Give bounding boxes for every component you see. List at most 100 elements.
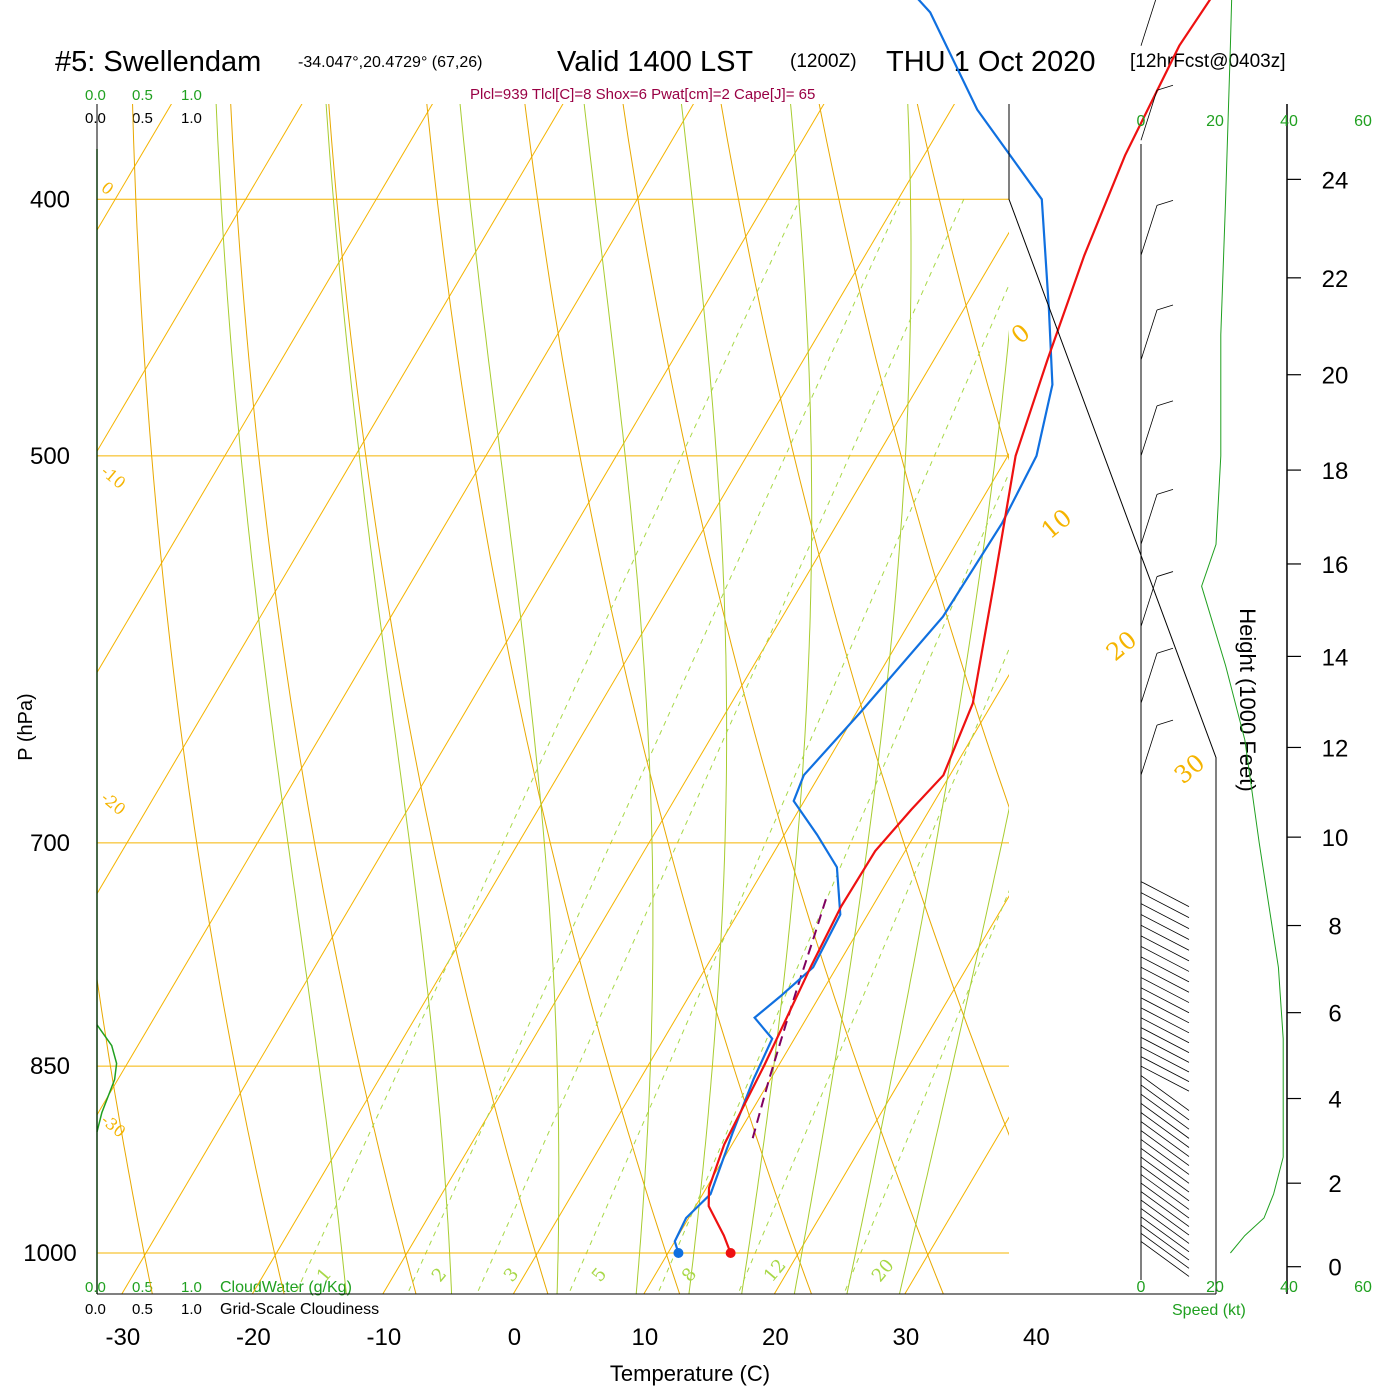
wind-barb [1140,205,1158,256]
dry-adiabat-line [1365,0,1400,1309]
mixing-ratio-label: 2 [428,1264,451,1286]
dry-adiabat-label: 30 [1169,749,1210,790]
temperature-tick-label: -20 [236,1324,271,1351]
moist-adiabat-line [793,104,912,1294]
wind-barb [1140,1199,1190,1236]
station-title: #5: Swellendam [55,46,261,78]
mixing-ratio-line [843,889,1009,1294]
wind-barb [1140,405,1158,457]
wind-barb-flag [1156,647,1174,654]
cloudwater-tick-top: 0.0 [85,87,106,104]
wind-barb-flag [1156,571,1174,577]
wind-barb-flag [1156,400,1174,407]
speed-tick-top: 60 [1354,113,1372,130]
dry-adiabat-line [720,104,1009,1136]
dry-adiabat-label: -20 [97,788,129,819]
dry-adiabat-label: 0 [97,178,117,199]
wind-barb [1140,0,1157,46]
height-tick-label: 16 [1322,552,1349,579]
wind-speed-profile [1201,0,1284,1254]
dry-adiabat-line [0,0,23,1309]
dry-adiabat-label: -10 [97,462,129,493]
wind-barb-flag [1156,719,1174,726]
wind-barb [1140,1130,1190,1166]
wind-barb [1140,1182,1190,1219]
pressure-tick-label: 850 [30,1053,70,1080]
wind-barb [1140,1139,1190,1175]
speed-tick-bottom: 20 [1206,1279,1224,1296]
cloudiness-tick-bottom: 1.0 [181,1301,202,1318]
wind-barb [1140,1216,1190,1253]
wind-barb [1140,966,1190,993]
right-boundary [1008,104,1217,1294]
wind-barb-flag [1156,199,1174,206]
speed-tick-bottom: 40 [1280,1279,1298,1296]
moist-adiabat-line [583,104,654,1294]
height-tick-label: 2 [1328,1171,1341,1198]
background-grid [0,0,1400,1309]
wind-barb [1140,90,1158,141]
isotherm-line [1157,0,1400,1309]
height-tick-label: 12 [1322,735,1349,762]
chart-axes: 2503004005007008501000-30-20-10010203040… [23,104,1349,1351]
wind-barb [1140,924,1190,951]
wind-barb [1140,1208,1190,1244]
moist-adiabat-line [680,104,728,1294]
isotherm-line [382,231,1009,1294]
cloudiness-tick-bottom: 0.0 [85,1301,106,1318]
wind-barb [1140,494,1158,545]
cloudiness-tick-bottom: 0.5 [132,1301,153,1318]
speed-tick-bottom: 60 [1354,1279,1372,1296]
wind-barb [1140,1027,1190,1053]
wind-barb [1140,987,1190,1014]
wind-barb [1140,1191,1190,1227]
dry-adiabat-line [916,104,1009,461]
wind-barb [1140,309,1158,361]
isotherm-line [251,104,955,1294]
cloudiness-tick-top: 1.0 [181,110,202,127]
wind-barb [1140,1046,1190,1073]
mixing-ratio-label: 20 [868,1255,899,1286]
moist-adiabat-line [898,807,1009,1294]
valid-time: Valid 1400 LST [557,46,753,78]
height-tick-label: 24 [1322,167,1349,194]
cloudwater-axis-label: CloudWater (g/Kg) [220,1279,352,1296]
wind-barb [1140,1007,1190,1034]
speed-tick-top: 20 [1206,113,1224,130]
dry-adiabat-line [230,104,417,1294]
wind-barb [1140,903,1190,929]
temperature-profile [707,0,1212,1254]
isotherm-line [97,104,564,895]
wind-barb [1140,653,1158,704]
pressure-tick-label: 500 [30,443,70,470]
mixing-ratio-line [657,471,1009,1294]
dry-adiabat-line [328,104,549,1294]
dewpoint-profile [673,0,1054,1254]
wind-barb-flag [1156,489,1174,495]
cloudwater-profile [96,1024,118,1132]
moist-adiabat-line [741,104,813,1294]
dry-adiabat-line [426,104,681,1294]
height-tick-label: 14 [1322,644,1349,671]
dry-adiabat-line [97,975,153,1294]
wind-barb [1140,1056,1190,1082]
mixing-ratio-line [294,199,801,1294]
sounding-profiles [96,0,1212,1294]
cloudiness-tick-top: 0.5 [132,110,153,127]
cloudwater-tick-top: 1.0 [181,87,202,104]
mixing-ratio-label: 8 [678,1264,701,1286]
isotherm-line [773,895,1009,1294]
wind-barb [1140,1036,1190,1063]
dry-adiabat-label: 0 [1006,318,1036,349]
pressure-tick-label: 1000 [23,1240,76,1267]
wind-barb [1140,1121,1190,1157]
parcel-path [751,898,827,1139]
mixing-ratio-line [406,199,902,1294]
wind-barb-flag [1156,304,1174,311]
cloud-axis-bottom: 0.0 0.5 1.0 CloudWater (g/Kg) 0.0 0.5 1.… [85,1279,379,1318]
wind-barb [1140,576,1158,627]
wind-barb [1140,725,1158,776]
height-tick-label: 10 [1322,825,1349,852]
cloudwater-tick-bottom: 0.0 [85,1279,106,1296]
dry-adiabat-line [622,104,944,1294]
